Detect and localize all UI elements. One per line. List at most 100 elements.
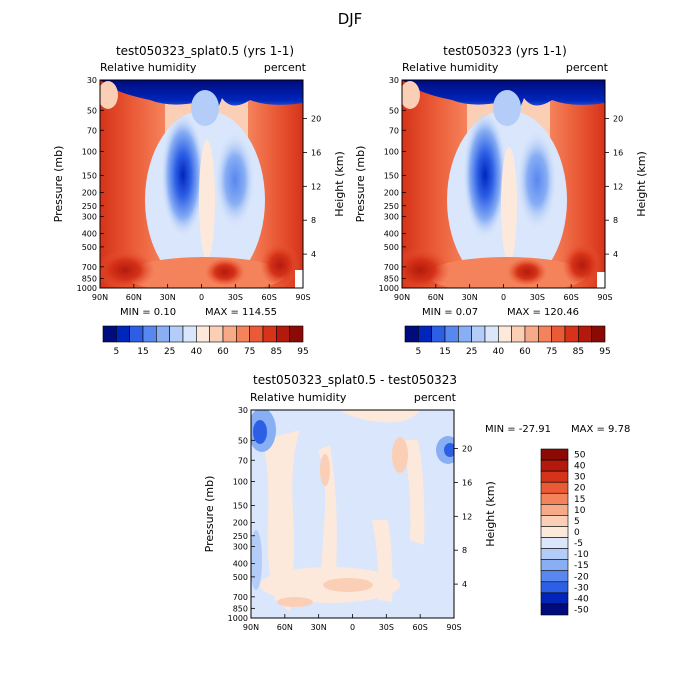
colorbar-swatch — [262, 325, 277, 343]
colorbar-swatch — [458, 325, 472, 343]
height-ticks: 20 16 12 8 4 — [303, 115, 321, 259]
right-label: percent — [566, 61, 609, 74]
colorbar-swatch — [249, 325, 264, 343]
colorbar-label: 85 — [573, 347, 584, 357]
colorbar-swatch — [209, 325, 224, 343]
left-label: Relative humidity — [250, 391, 347, 404]
colorbar-label: 0 — [574, 528, 580, 538]
y-tick-label: 500 — [233, 573, 248, 582]
colorbar-label: 15 — [574, 495, 585, 505]
colorbar-swatch — [196, 325, 210, 343]
y-tick-label: 850 — [233, 604, 248, 613]
y-axis-label: Pressure (mb) — [354, 146, 367, 223]
colorbar-swatch — [540, 481, 569, 494]
colorbar-swatch — [540, 459, 569, 472]
colorbar-label: 15 — [137, 347, 148, 357]
panel-title: test050323_splat0.5 - test050323 — [253, 373, 457, 387]
height-ticks: 20 16 12 8 4 — [605, 115, 623, 259]
colorbar-swatch — [540, 526, 569, 538]
colorbar-top-left: 5 15 25 40 60 75 85 95 — [102, 325, 309, 357]
x-tick-label: 30S — [228, 293, 243, 302]
y-tick-label: 30 — [87, 76, 97, 85]
colorbar-swatch — [404, 325, 419, 343]
y-tick-label: 200 — [384, 189, 399, 198]
x-tick-label: 0 — [501, 293, 506, 302]
y-axis-label: Pressure (mb) — [203, 476, 216, 553]
y-tick-label: 850 — [384, 274, 399, 283]
x-tick-label: 60N — [428, 293, 444, 302]
colorbar-label: 40 — [191, 347, 203, 357]
colorbar-label: 95 — [297, 347, 308, 357]
colorbar-swatch — [289, 325, 304, 343]
colorbar-swatch — [540, 592, 569, 605]
max-label: MAX = 120.46 — [507, 307, 579, 318]
colorbar-swatch — [564, 325, 579, 343]
y-tick-label: 100 — [233, 477, 248, 486]
panel-bottom: test050323_splat0.5 - test050323 Relativ… — [203, 373, 630, 632]
colorbar-swatch — [156, 325, 170, 343]
y-tick-label: 30 — [389, 76, 399, 85]
height-tick-label: 20 — [613, 115, 623, 124]
colorbar-label: 20 — [574, 484, 586, 494]
max-label: MAX = 114.55 — [205, 307, 277, 318]
x-tick-label: 60S — [564, 293, 579, 302]
colorbar-label: 75 — [546, 347, 557, 357]
colorbar-label: -30 — [574, 583, 589, 593]
y-tick-label: 700 — [384, 263, 399, 272]
colorbar-swatch — [540, 504, 569, 516]
y-tick-label: 1000 — [379, 284, 399, 293]
colorbar-swatch — [591, 325, 606, 343]
colorbar-label: 15 — [439, 347, 450, 357]
colorbar-label: 40 — [493, 347, 505, 357]
x-tick-label: 60S — [262, 293, 277, 302]
colorbar-label: -20 — [574, 572, 589, 582]
x-tick-label: 60S — [413, 623, 428, 632]
y-tick-label: 200 — [82, 189, 97, 198]
colorbar-swatch — [540, 548, 569, 560]
colorbar-swatch — [540, 537, 569, 549]
x-tick-label: 90N — [92, 293, 108, 302]
y-tick-label: 1000 — [228, 614, 248, 623]
colorbar-top-right: 5 15 25 40 60 75 85 95 — [404, 325, 611, 357]
colorbar-swatch — [431, 325, 446, 343]
colorbar-label: 30 — [574, 473, 586, 483]
height-tick-label: 16 — [613, 148, 623, 157]
y-tick-label: 400 — [233, 560, 248, 569]
colorbar-label: -40 — [574, 594, 589, 604]
y-tick-label: 500 — [82, 243, 97, 252]
y-tick-label: 100 — [384, 147, 399, 156]
colorbar-label: -5 — [574, 539, 583, 549]
height-tick-label: 8 — [311, 216, 316, 225]
y-tick-label: 700 — [82, 263, 97, 272]
colorbar-swatch — [129, 325, 144, 343]
y-tick-label: 400 — [384, 230, 399, 239]
height-tick-label: 12 — [462, 512, 472, 521]
y-axis-label-right: Height (km) — [484, 481, 497, 547]
colorbar-swatch — [524, 325, 539, 343]
y-axis-label-right: Height (km) — [333, 151, 346, 217]
x-tick-label: 90S — [295, 293, 310, 302]
colorbar-swatch — [551, 325, 566, 343]
height-tick-label: 12 — [311, 182, 321, 191]
x-tick-label: 60N — [277, 623, 293, 632]
x-tick-label: 60N — [126, 293, 142, 302]
y-tick-label: 250 — [82, 202, 97, 211]
height-tick-label: 16 — [462, 478, 472, 487]
colorbar-swatch — [471, 325, 486, 343]
colorbar-swatch — [498, 325, 512, 343]
y-tick-label: 200 — [233, 519, 248, 528]
y-tick-label: 70 — [87, 126, 97, 135]
colorbar-swatch — [511, 325, 526, 343]
y-tick-label: 300 — [82, 213, 97, 222]
colorbar-swatch — [116, 325, 130, 343]
x-tick-label: 30N — [311, 623, 327, 632]
colorbar-label: 25 — [466, 347, 477, 357]
y-tick-label: 50 — [87, 106, 97, 115]
height-tick-label: 4 — [462, 580, 467, 589]
y-tick-label: 500 — [384, 243, 399, 252]
colorbar-swatch — [182, 325, 197, 343]
y-tick-label: 250 — [384, 202, 399, 211]
